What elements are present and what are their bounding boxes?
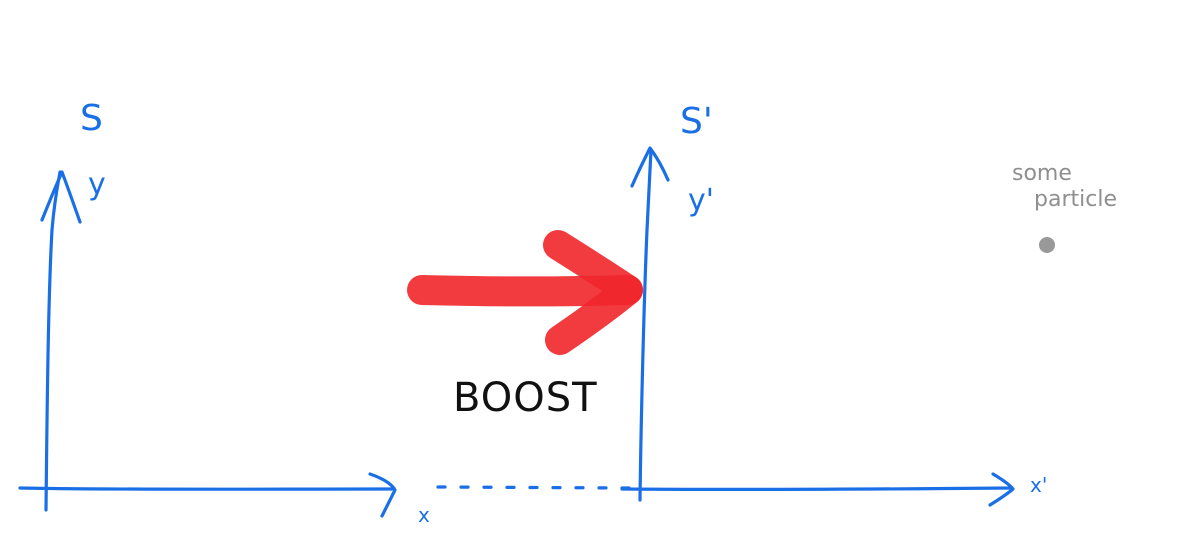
- frame-s-x-axis: [18, 486, 394, 491]
- boost-arrow-shaft: [407, 275, 643, 307]
- frame-s-x-arrowhead: [368, 472, 397, 518]
- frame-s-prime-x-axis: [620, 486, 1014, 492]
- frame-s-prime-name: S': [680, 101, 713, 142]
- boost-arrow: BOOST: [407, 230, 643, 421]
- frame-s-prime: S' y' x': [620, 101, 1047, 507]
- boost-label: BOOST: [453, 375, 598, 421]
- frame-s-x-label: x: [418, 503, 430, 527]
- particle-dot: [1039, 237, 1055, 253]
- boost-arrow-head: [543, 230, 643, 355]
- frame-s-y-label: y: [88, 167, 106, 202]
- frame-s-prime-x-arrowhead: [988, 472, 1015, 507]
- frame-s-name: S: [80, 98, 103, 139]
- particle-label-line1: some: [1012, 161, 1072, 186]
- frame-s-y-axis: [44, 170, 62, 512]
- frame-s-prime-y-axis: [638, 148, 653, 502]
- frame-s-prime-x-label: x': [1030, 473, 1047, 497]
- particle: some particle: [1012, 161, 1117, 253]
- frame-s-y-arrowhead: [40, 170, 82, 224]
- frame-s: S y x: [18, 98, 632, 527]
- frame-s-prime-y-arrowhead: [630, 146, 670, 188]
- frame-s-prime-y-label: y': [688, 183, 714, 218]
- frame-s-x-axis-dashes: [436, 485, 632, 490]
- particle-label-line2: particle: [1034, 187, 1117, 212]
